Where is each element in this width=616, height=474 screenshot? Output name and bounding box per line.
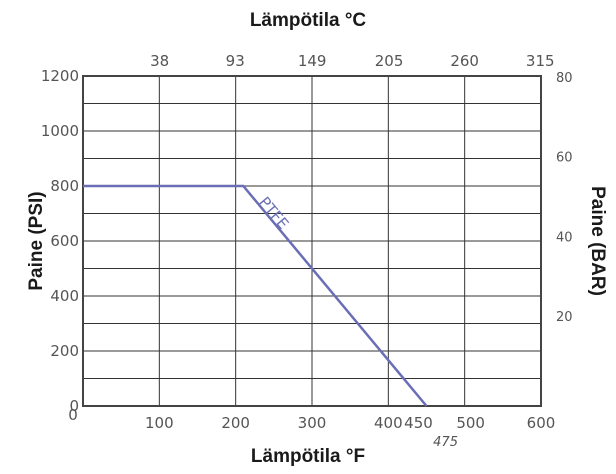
y2-tick-label: 60 — [556, 151, 573, 166]
x2-tick-label: 315 — [526, 52, 555, 70]
y-tick-label: 600 — [50, 232, 79, 250]
x-tick-label: 100 — [145, 414, 174, 432]
y-axis-title: Paine (PSI) — [26, 191, 47, 290]
x-axis-title: Lämpötila °F — [251, 446, 365, 467]
x2-tick-label: 38 — [150, 52, 169, 70]
y-tick-label: 1000 — [41, 122, 79, 140]
y-tick-label: 1200 — [41, 67, 79, 85]
y2-tick-label: 40 — [556, 230, 573, 245]
x2-tick-label: 149 — [298, 52, 327, 70]
y-tick-label: 0 — [69, 397, 79, 415]
x2-tick-label: 205 — [375, 52, 404, 70]
x-tick-label: 500 — [456, 414, 485, 432]
x-extra-tick-label: 475 — [433, 435, 458, 450]
x-tick-label: 300 — [298, 414, 327, 432]
grid — [83, 76, 541, 406]
x-tick-label: 400 — [374, 414, 403, 432]
y2-tick-label: 80 — [556, 71, 573, 86]
y-tick-label: 400 — [50, 287, 79, 305]
y-tick-label: 800 — [50, 177, 79, 195]
x-tick-label: 0 — [68, 406, 78, 424]
x2-axis-title: Lämpötila °C — [250, 10, 367, 31]
y-tick-label: 200 — [50, 342, 79, 360]
x-tick-label: 200 — [221, 414, 250, 432]
x2-tick-label: 93 — [226, 52, 245, 70]
series-line-ptfe — [83, 184, 428, 407]
plot-frame — [82, 75, 542, 407]
x-tick-label: 600 — [527, 414, 556, 432]
y2-axis-title: Paine (BAR) — [587, 186, 608, 296]
x-tick-label: 450 — [404, 414, 433, 432]
y2-tick-label: 20 — [556, 310, 573, 325]
x2-tick-label: 260 — [450, 52, 479, 70]
